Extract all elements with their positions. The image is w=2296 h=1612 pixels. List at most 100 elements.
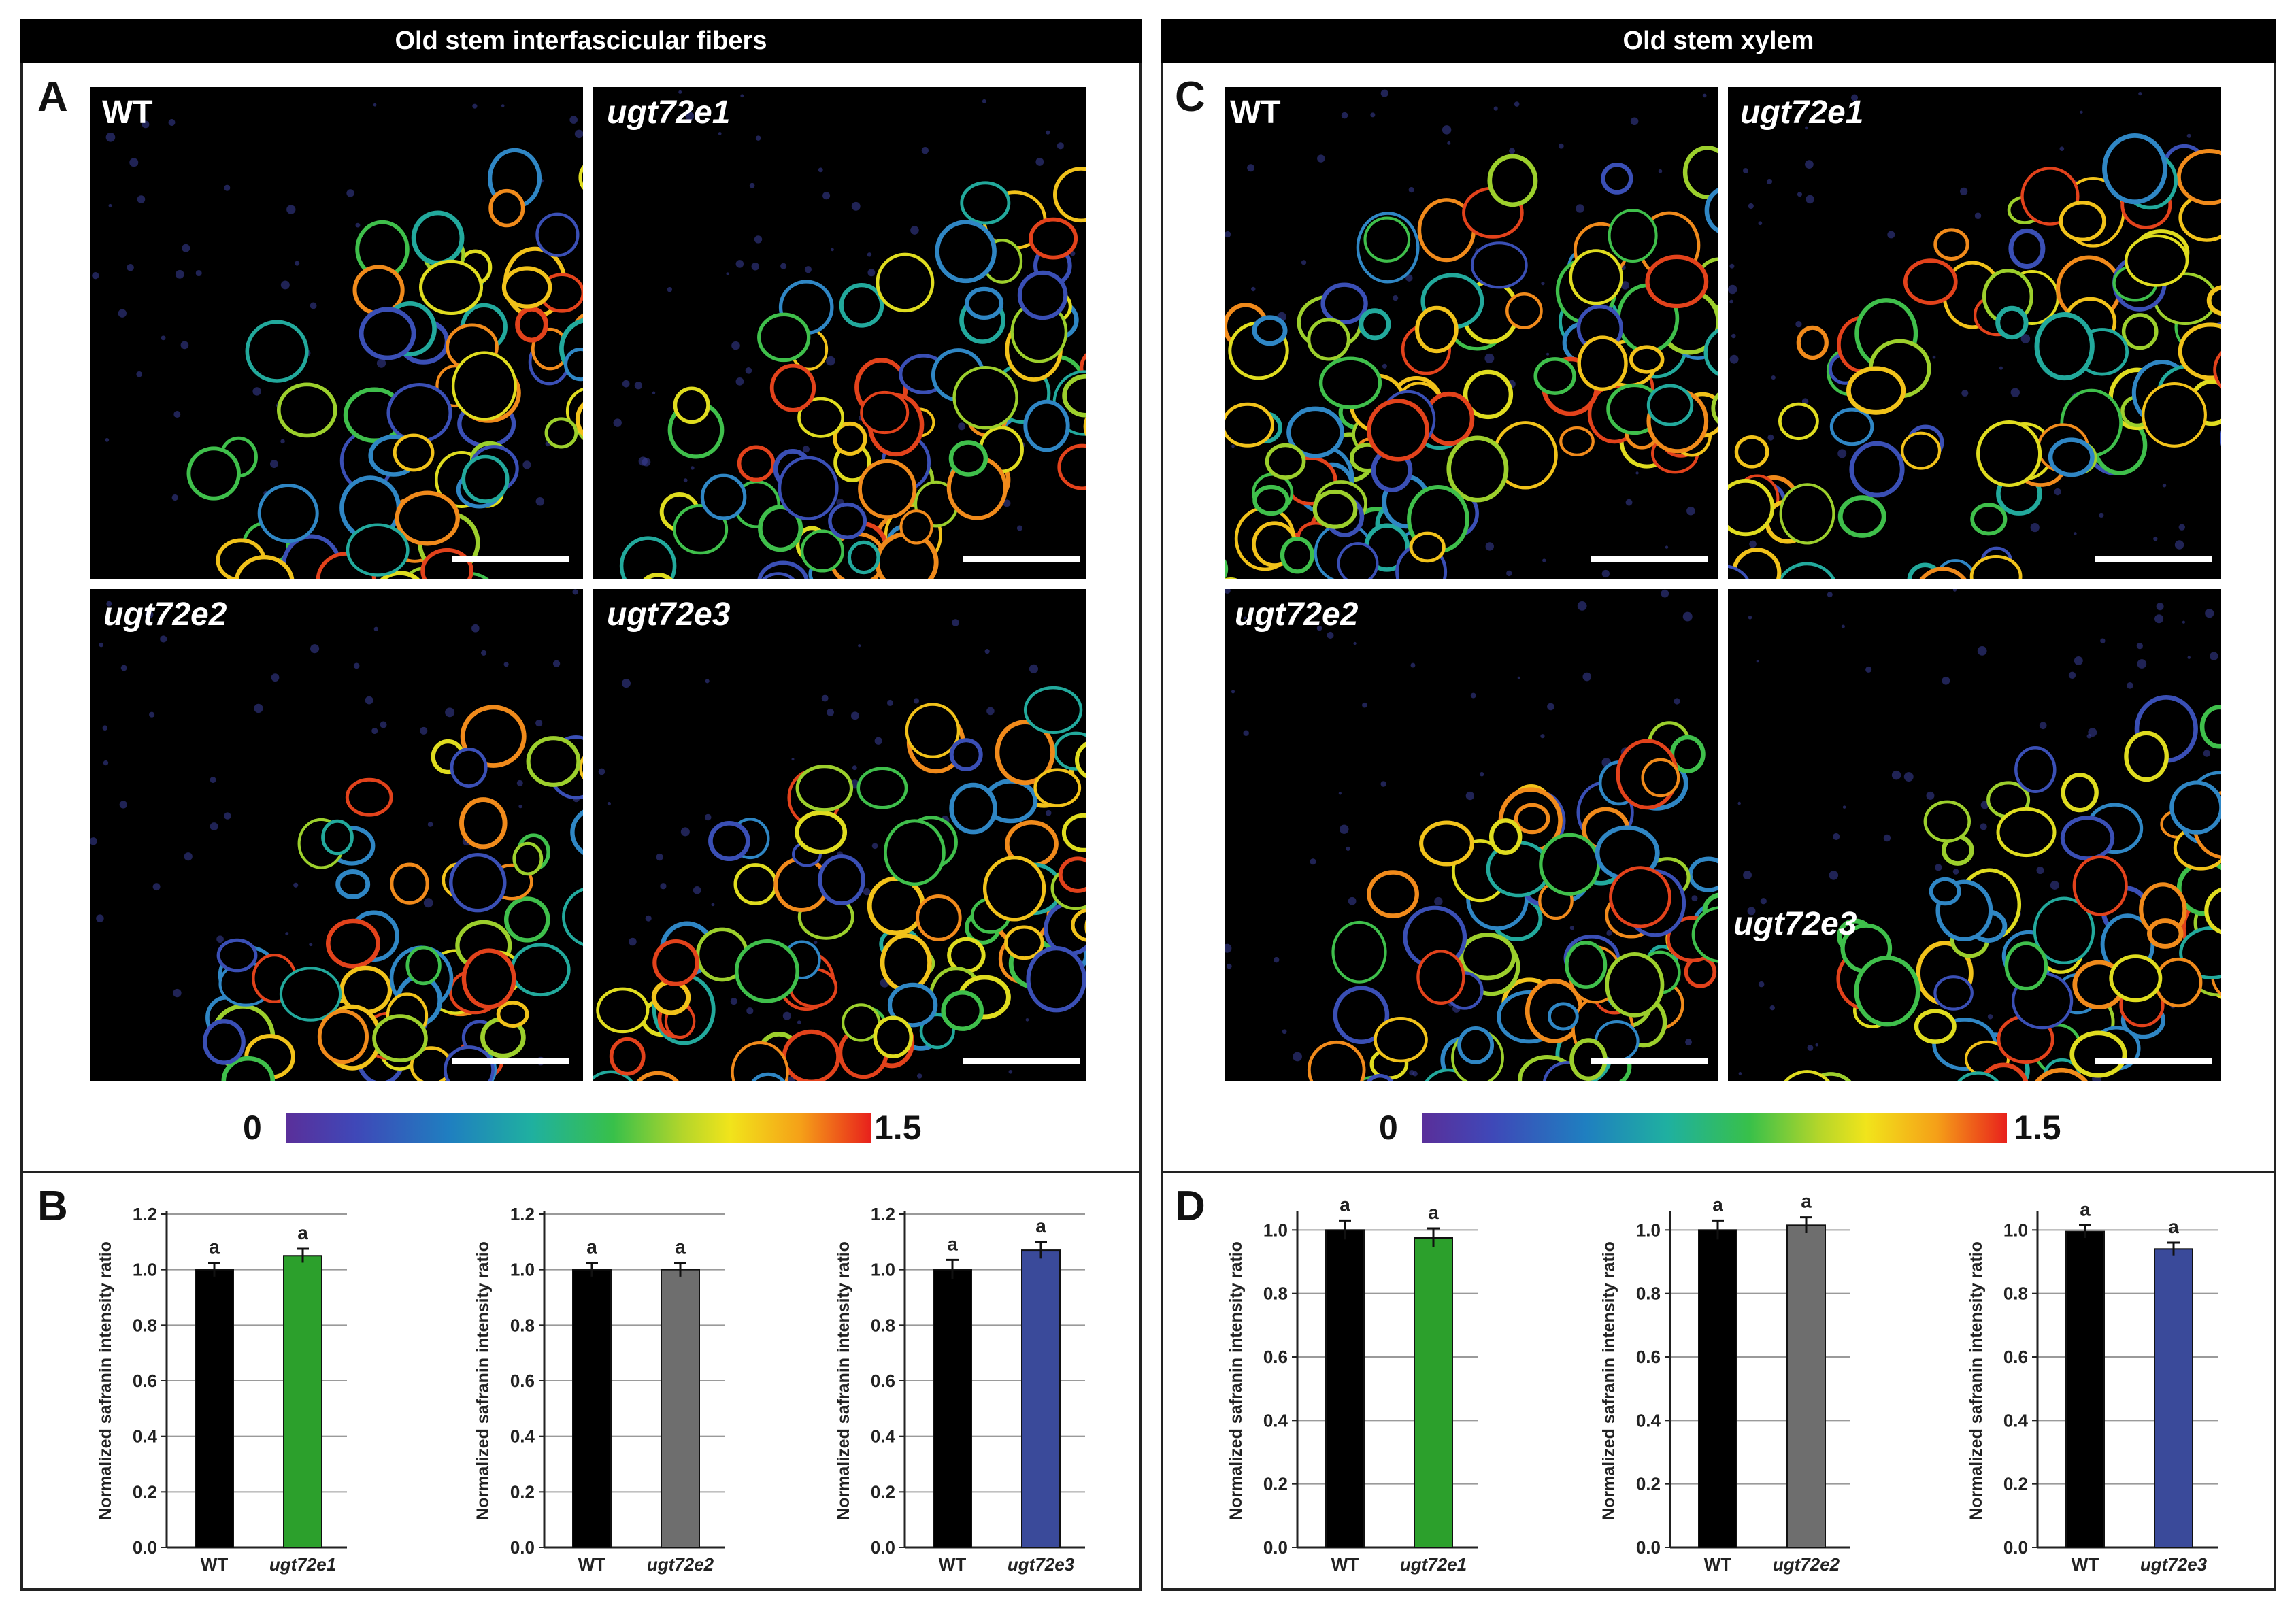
y-tick-label: 1.2 [510,1204,535,1224]
micrograph-xylem-ugt72e3 [1728,589,2221,1081]
micrograph-fiber-ugt72e1 [593,87,1086,579]
micrograph-fiber-ugt72e3 [593,589,1086,1081]
significance-letter: a [586,1236,597,1257]
genotype-label: ugt72e2 [1235,597,1359,633]
significance-letter: a [947,1233,958,1254]
y-tick-label: 1.0 [871,1260,895,1280]
cell-wall-heatmap [1728,91,2221,579]
significance-letter: a [675,1236,686,1257]
significance-letter: a [297,1222,308,1243]
scale-bar [1591,556,1708,562]
y-tick-label: 0.8 [1636,1283,1661,1304]
y-axis-label-group: Normalized safranin intensity ratio [473,1241,493,1520]
y-tick-label: 0.2 [1636,1474,1661,1494]
bar [1786,1224,1826,1548]
cell-wall-heatmap [1225,89,1718,579]
bar [2154,1248,2193,1548]
y-tick-label: 1.0 [510,1260,535,1280]
y-tick-label: 0.2 [2003,1474,2028,1494]
scale-bar [2095,1058,2212,1064]
y-tick-label: 0.0 [133,1537,157,1558]
y-tick-label: 0.4 [1263,1410,1288,1430]
micrograph-xylem-wt [1225,87,1718,579]
bar [2065,1230,2105,1549]
panel-label-b: B [37,1183,68,1230]
bar [283,1255,322,1548]
y-axis-label: Normalized safranin intensity ratio [96,1241,115,1520]
scale-bar [963,1058,1080,1064]
x-category-label: ugt72e1 [269,1554,336,1575]
genotype-label: ugt72e3 [607,597,731,633]
panel-label-c: C [1175,73,1205,120]
y-tick-label: 0.2 [1263,1474,1288,1494]
micrograph-fiber-ugt72e2 [90,589,583,1081]
bar [1698,1229,1737,1548]
y-tick-label: 0.8 [133,1315,157,1335]
y-tick-label: 0.4 [2003,1410,2029,1430]
x-category-label: ugt72e1 [1400,1554,1467,1575]
x-category-label: ugt72e2 [647,1554,714,1575]
x-category-label: WT [578,1554,606,1575]
x-category-label: ugt72e3 [1008,1554,1075,1575]
bar [933,1269,972,1549]
bar [1414,1237,1453,1548]
y-tick-label: 0.8 [1263,1283,1288,1304]
y-tick-label: 0.6 [133,1371,157,1391]
y-tick-label: 1.0 [133,1260,157,1280]
y-axis-label-group: Normalized safranin intensity ratio [1599,1241,1618,1520]
y-tick-label: 0.6 [2003,1347,2028,1367]
y-tick-label: 1.0 [1263,1220,1288,1240]
y-axis-label-group: Normalized safranin intensity ratio [1967,1241,1986,1520]
y-tick-label: 0.2 [510,1481,535,1502]
y-tick-label: 0.6 [871,1371,895,1391]
significance-letter: a [1428,1202,1439,1223]
y-tick-label: 0.0 [1636,1537,1661,1558]
scale-bar [2095,556,2212,562]
y-axis-label: Normalized safranin intensity ratio [1599,1241,1618,1520]
scale-bar [1591,1058,1708,1064]
significance-letter: a [2080,1198,2091,1220]
cell-wall-heatmap [92,103,583,579]
panel-a-header: Old stem interfascicular fibers [20,19,1142,63]
significance-letter: a [1035,1215,1046,1237]
x-category-label: WT [2072,1554,2099,1575]
y-tick-label: 0.4 [133,1426,158,1447]
x-category-label: WT [1704,1554,1732,1575]
significance-letter: a [1801,1194,1812,1212]
bar-chart-b-ugt72e3: Normalized safranin intensity ratio 0.0 0.… [834,1204,1085,1575]
colorbar-min-label: 0 [243,1109,262,1147]
y-tick-label: 0.4 [510,1426,535,1447]
y-tick-label: 1.0 [2003,1220,2028,1240]
cell-wall-heatmap [593,619,1086,1081]
bar [1021,1249,1061,1548]
cell-wall-heatmap [1737,589,2221,1081]
y-axis-label: Normalized safranin intensity ratio [1967,1241,1986,1520]
bar [1325,1229,1365,1548]
y-axis-label: Normalized safranin intensity ratio [834,1241,853,1520]
cell-wall-heatmap [1225,589,1718,1081]
y-tick-label: 0.4 [871,1426,896,1447]
y-tick-label: 0.8 [510,1315,535,1335]
bar [195,1269,234,1549]
panel-label-a: A [37,73,68,120]
colorbar-min-label: 0 [1379,1109,1398,1147]
y-tick-label: 0.4 [1636,1410,1661,1430]
genotype-label: WT [1230,95,1281,131]
genotype-label: ugt72e1 [1740,95,1864,131]
panel-c-header: Old stem xylem [1161,19,2276,63]
significance-letter: a [209,1236,220,1257]
y-axis-label: Normalized safranin intensity ratio [473,1241,493,1520]
genotype-label: ugt72e2 [103,597,227,633]
bar-chart-b-ugt72e2: Normalized safranin intensity ratio 0.0 0.… [473,1204,725,1575]
y-tick-label: 0.8 [871,1315,895,1335]
micrograph-fiber-wt [90,87,583,579]
bar-chart-d-ugt72e2: Normalized safranin intensity ratio 0.0 0.… [1599,1194,1850,1575]
y-tick-label: 0.8 [2003,1283,2028,1304]
bar-chart-d-ugt72e1: Normalized safranin intensity ratio 0.0 0.… [1227,1194,1478,1575]
y-tick-label: 1.2 [133,1204,157,1224]
significance-letter: a [2168,1216,2179,1237]
micrograph-xylem-ugt72e2 [1225,589,1718,1081]
scale-bar [452,556,569,562]
bar-chart-b-ugt72e1: Normalized safranin intensity ratio 0.0 0.… [96,1204,347,1575]
y-tick-label: 0.2 [871,1481,895,1502]
